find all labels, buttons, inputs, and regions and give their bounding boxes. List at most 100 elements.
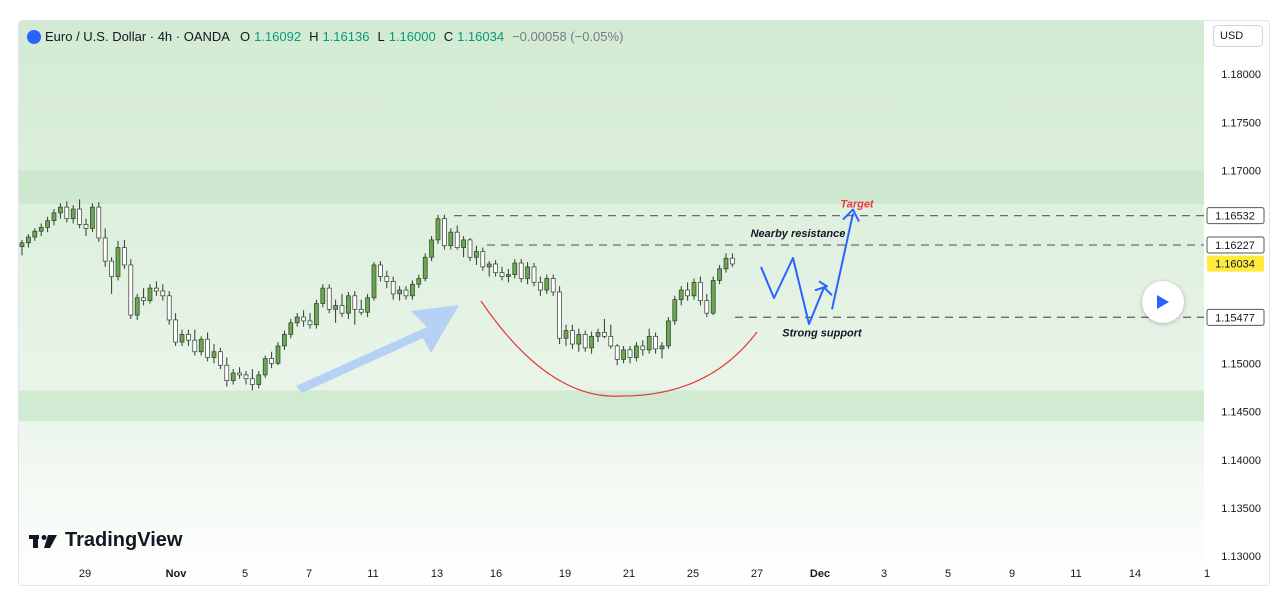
price-tick-label: 1.17000 (1221, 165, 1261, 177)
open-label: O (239, 29, 251, 44)
candle (467, 239, 473, 258)
candle (390, 281, 396, 295)
price-level-label: 1.15477 (1215, 312, 1255, 324)
candle (499, 272, 505, 277)
candle (173, 319, 178, 343)
candle (186, 334, 191, 341)
candle (147, 287, 153, 301)
time-tick-label: Dec (810, 568, 830, 580)
time-tick-label: 1 (1204, 568, 1210, 580)
candle (224, 364, 230, 382)
projection-mini-arrowhead (814, 280, 828, 292)
candle (480, 251, 486, 268)
candle (461, 239, 466, 248)
support-label: Strong support (782, 327, 863, 339)
low-value: 1.16000 (388, 29, 436, 44)
price-tick-label: 1.14500 (1221, 407, 1261, 419)
candle (333, 305, 338, 310)
candle (314, 303, 319, 326)
candle (250, 378, 255, 385)
candle (166, 295, 172, 321)
chart-container[interactable]: Target Nearby resistance Strong support 1.… (18, 20, 1270, 586)
close-label: C (443, 29, 454, 44)
candle (602, 332, 607, 337)
candle (678, 289, 684, 301)
time-tick-label: 25 (687, 568, 699, 580)
time-tick-label: Nov (166, 568, 188, 580)
candle (518, 262, 524, 279)
price-tick-label: 1.15000 (1221, 358, 1261, 370)
candle (96, 206, 102, 239)
candle (109, 260, 114, 277)
candle (346, 295, 351, 314)
candle (205, 338, 210, 358)
candle (307, 320, 313, 326)
candle (128, 264, 134, 316)
currency-button[interactable]: USD (1213, 25, 1263, 47)
candle (211, 351, 217, 358)
candle (122, 247, 127, 266)
price-tick-label: 1.13000 (1221, 551, 1261, 563)
candle (230, 372, 236, 382)
price-level-tag (1206, 308, 1265, 326)
candle (160, 290, 166, 297)
time-tick-label: 27 (751, 568, 763, 580)
candle (294, 316, 300, 324)
candle (288, 322, 294, 335)
high-value: 1.16136 (322, 29, 370, 44)
candle (621, 349, 626, 360)
candle (448, 231, 454, 247)
rounding-bottom-curve (480, 300, 758, 397)
time-tick-label: 3 (881, 568, 887, 580)
candle (576, 334, 582, 345)
candle (403, 289, 409, 297)
candle (595, 332, 601, 337)
candle (410, 283, 415, 297)
play-icon (1157, 295, 1169, 309)
symbol-title[interactable]: Euro / U.S. Dollar · 4h · OANDA (45, 29, 230, 44)
time-tick-label: 13 (431, 568, 443, 580)
candle (134, 297, 140, 316)
candle (141, 297, 146, 301)
candle (237, 372, 242, 376)
candle (422, 256, 428, 279)
candle (493, 263, 498, 274)
candle (691, 281, 697, 297)
current-price-label: 1.16034 (1215, 259, 1255, 271)
candle (77, 208, 82, 225)
candle (666, 320, 671, 347)
candle (704, 300, 710, 314)
candle (659, 345, 665, 350)
play-button[interactable] (1142, 281, 1184, 323)
candle (301, 316, 306, 322)
candle (512, 262, 518, 275)
candle (397, 289, 402, 295)
candle (179, 334, 185, 343)
candle (275, 345, 281, 364)
low-label: L (377, 29, 385, 44)
candle (582, 334, 588, 349)
candle (634, 345, 639, 358)
projection-arrowhead (842, 208, 860, 223)
candle (32, 230, 38, 238)
candle (365, 297, 370, 313)
candle (640, 345, 646, 351)
candle (454, 231, 460, 248)
chart-canvas[interactable]: Target Nearby resistance Strong support 1.… (19, 21, 1269, 585)
candle (416, 278, 422, 285)
candle (352, 295, 358, 310)
candle (653, 335, 658, 350)
close-value: 1.16034 (457, 29, 505, 44)
candle (538, 281, 543, 291)
target-label: Target (840, 199, 875, 211)
time-tick-label: 9 (1009, 568, 1015, 580)
candle (38, 227, 44, 232)
candle (262, 358, 268, 376)
candle (256, 374, 262, 385)
resistance-label: Nearby resistance (751, 228, 846, 240)
price-level-tag (1206, 236, 1265, 254)
high-label: H (309, 29, 319, 44)
candle (506, 274, 511, 277)
chart-background (19, 21, 1204, 585)
candle (550, 278, 556, 293)
